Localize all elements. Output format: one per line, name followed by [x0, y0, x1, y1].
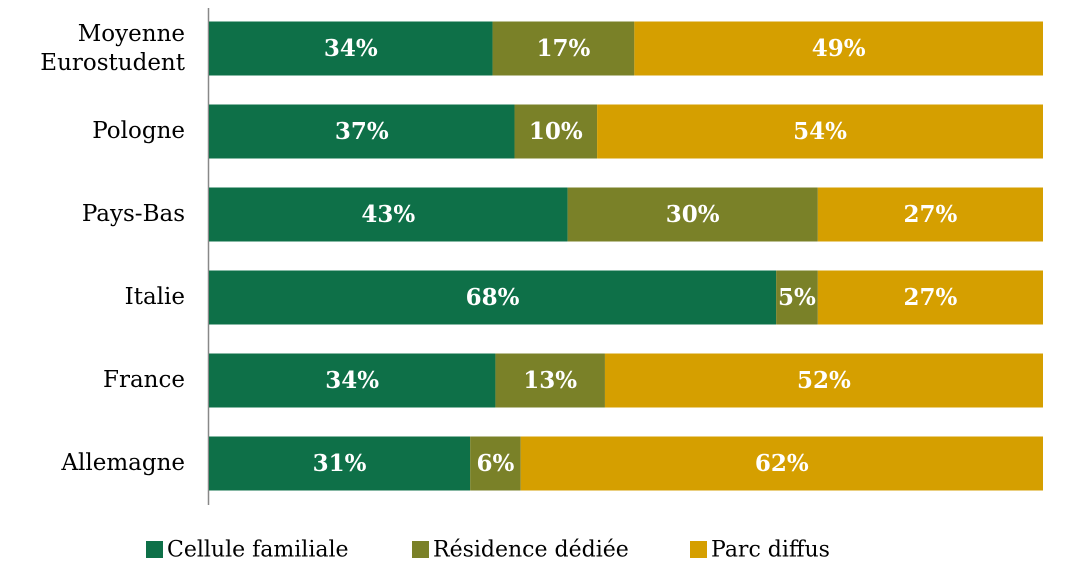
category-label: Allemagne	[61, 450, 185, 476]
bar-segment	[495, 353, 605, 408]
value-label: 10%	[529, 118, 583, 145]
bar-segment	[492, 21, 635, 76]
category-label: Pays-Bas	[81, 201, 185, 227]
bar-segment	[567, 187, 818, 242]
bar-segment	[597, 104, 1043, 159]
category-label: Moyenne Eurostudent	[40, 20, 185, 76]
value-label: 17%	[537, 35, 591, 62]
value-label: 62%	[755, 450, 809, 477]
value-label: 6%	[476, 450, 514, 477]
value-label: 27%	[903, 284, 957, 311]
bar-segment	[604, 353, 1043, 408]
legend-swatch	[146, 541, 163, 558]
bar-segment	[634, 21, 1043, 76]
value-label: 31%	[313, 450, 367, 477]
bar-segment	[209, 104, 515, 159]
bar-segment	[209, 353, 496, 408]
value-label: 27%	[903, 201, 957, 228]
bar-segment	[470, 436, 521, 491]
bar-segment	[776, 270, 818, 325]
value-label: 49%	[812, 35, 866, 62]
value-label: 30%	[666, 201, 720, 228]
value-label: 68%	[466, 284, 520, 311]
value-label: 37%	[335, 118, 389, 145]
bar-segment	[817, 270, 1043, 325]
category-label: Pologne	[92, 118, 185, 144]
legend-label: Parc diffus	[711, 538, 830, 563]
legend-swatch	[412, 541, 429, 558]
legend-swatch	[690, 541, 707, 558]
value-label: 34%	[325, 367, 379, 394]
value-label: 13%	[523, 367, 577, 394]
value-label: 52%	[797, 367, 851, 394]
value-label: 43%	[361, 201, 415, 228]
value-label: 5%	[778, 284, 816, 311]
bar-segment	[209, 270, 777, 325]
bar-segment	[520, 436, 1043, 491]
category-label: France	[103, 367, 185, 393]
bar-segment	[209, 436, 471, 491]
bar-segment	[817, 187, 1043, 242]
legend-label: Résidence dédiée	[433, 538, 629, 563]
bar-segment	[209, 187, 568, 242]
value-label: 34%	[324, 35, 378, 62]
value-label: 54%	[793, 118, 847, 145]
legend-label: Cellule familiale	[167, 538, 349, 563]
bar-segment	[209, 21, 493, 76]
category-label: Italie	[124, 284, 185, 310]
bar-segment	[514, 104, 598, 159]
